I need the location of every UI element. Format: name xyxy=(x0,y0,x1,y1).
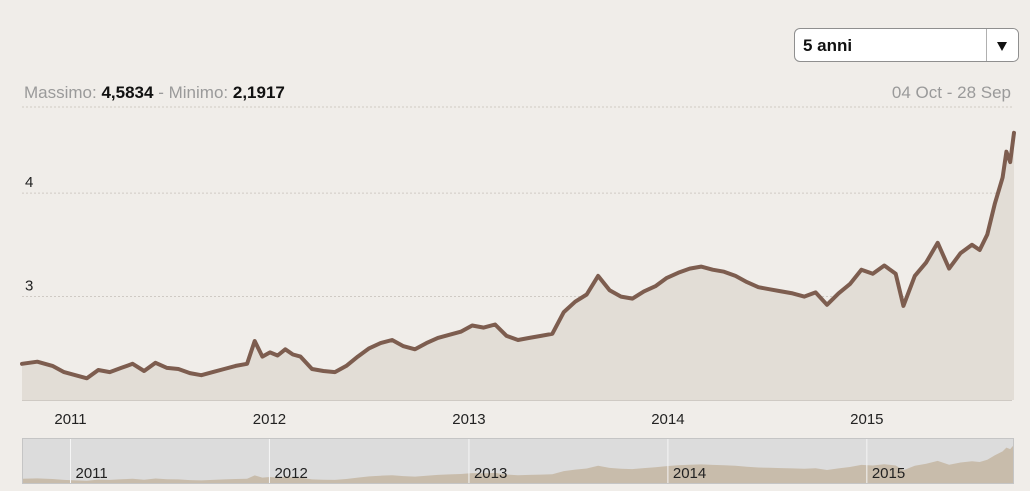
min-value: 2,1917 xyxy=(232,83,285,102)
x-tick-label: 2015 xyxy=(850,411,883,428)
min-label: Minimo: xyxy=(168,83,229,102)
navigator-tick-label: 2012 xyxy=(274,465,307,482)
navigator-series-area xyxy=(22,444,1014,484)
y-tick-label: 4 xyxy=(25,174,33,191)
x-tick-label: 2014 xyxy=(651,411,684,428)
time-range-selected: 5 anni xyxy=(803,36,853,55)
chevron-down-icon xyxy=(997,42,1007,51)
date-range-label: 04 Oct - 28 Sep xyxy=(891,83,1011,102)
x-tick-label: 2013 xyxy=(452,411,485,428)
navigator-tick-label: 2015 xyxy=(872,465,905,482)
navigator-tick-label: 2011 xyxy=(76,465,108,482)
max-label: Massimo: xyxy=(24,83,97,102)
navigator-window[interactable] xyxy=(22,438,1014,484)
x-axis: 2011 2012 2013 2014 2015 xyxy=(54,411,883,428)
navigator-tick-label: 2014 xyxy=(673,465,706,482)
navigator-tick-label: 2013 xyxy=(474,465,507,482)
x-tick-label: 2012 xyxy=(253,411,286,428)
series-area xyxy=(22,132,1014,401)
series-line xyxy=(20,130,1016,381)
dropdown-button[interactable] xyxy=(986,29,1018,61)
time-range-select[interactable]: 5 anni xyxy=(794,28,1019,62)
navigator-x-axis: 2011 2012 2013 2014 2015 xyxy=(70,438,905,484)
x-tick-label: 2011 xyxy=(54,411,86,428)
summary-separator: - xyxy=(158,83,164,102)
max-value: 4,5834 xyxy=(101,83,154,102)
min-max-summary: Massimo: 4,5834 - Minimo: 2,1917 xyxy=(24,83,285,103)
y-tick-label: 3 xyxy=(25,278,33,295)
